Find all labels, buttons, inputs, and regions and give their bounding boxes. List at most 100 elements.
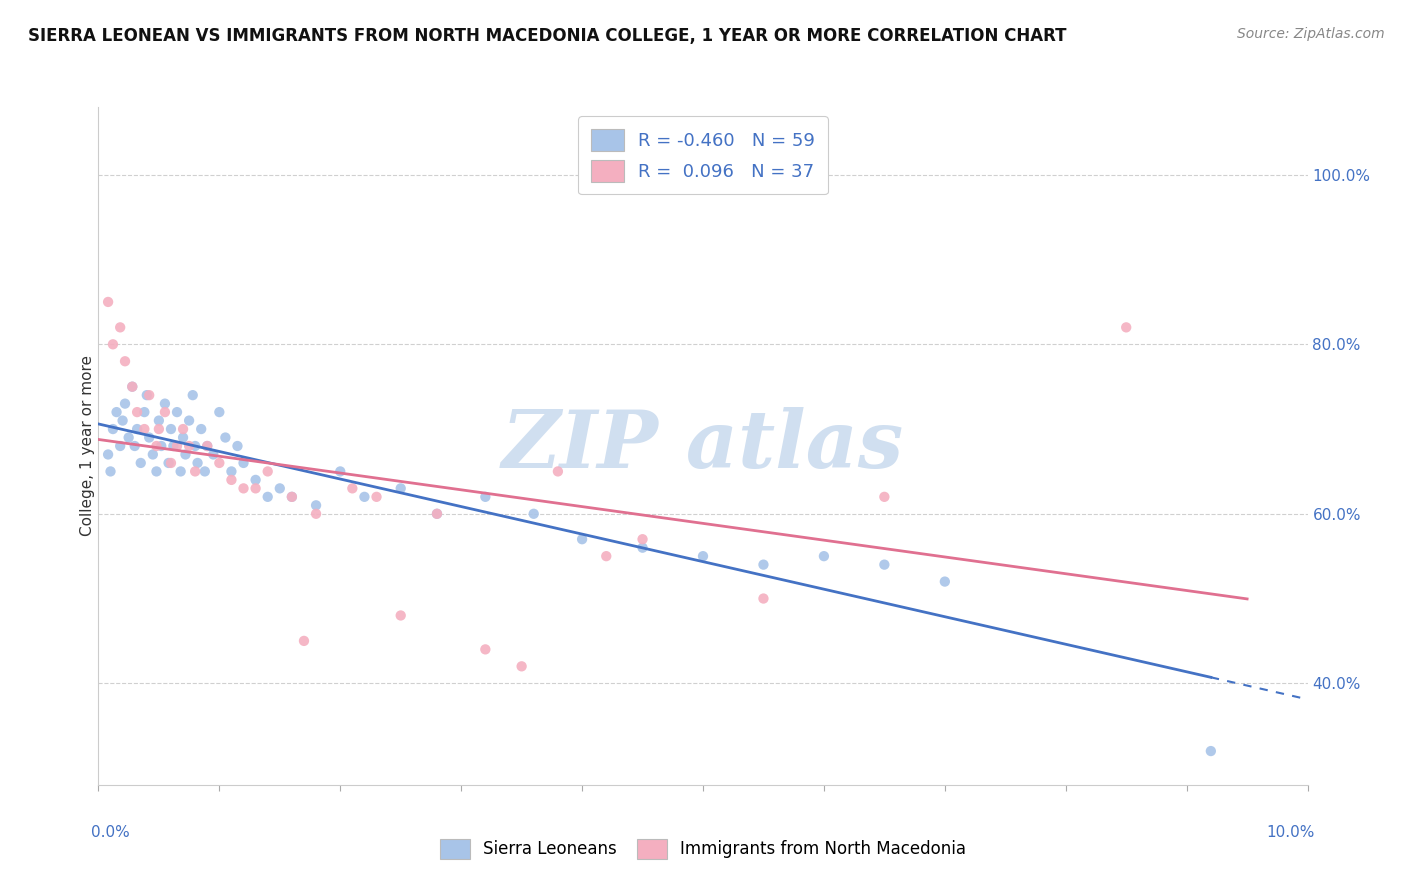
Point xyxy=(100,464,122,478)
Point xyxy=(169,464,191,478)
Point xyxy=(256,464,278,478)
Point xyxy=(353,490,375,504)
Point xyxy=(145,439,167,453)
Point xyxy=(153,396,176,410)
Point xyxy=(148,422,170,436)
Point xyxy=(389,482,412,496)
Point xyxy=(873,558,896,572)
Point xyxy=(571,532,593,546)
Point xyxy=(226,439,249,453)
Point xyxy=(153,405,176,419)
Point xyxy=(474,642,496,657)
Text: SIERRA LEONEAN VS IMMIGRANTS FROM NORTH MACEDONIA COLLEGE, 1 YEAR OR MORE CORREL: SIERRA LEONEAN VS IMMIGRANTS FROM NORTH … xyxy=(28,27,1067,45)
Point xyxy=(150,439,173,453)
Point xyxy=(127,405,149,419)
Point xyxy=(214,430,236,444)
Text: 10.0%: 10.0% xyxy=(1267,825,1315,840)
Point xyxy=(121,379,143,393)
Point xyxy=(166,439,188,453)
Point xyxy=(97,294,120,309)
Point xyxy=(752,591,775,606)
Point xyxy=(474,490,496,504)
Point xyxy=(631,532,654,546)
Point xyxy=(190,422,212,436)
Point xyxy=(208,405,231,419)
Point xyxy=(245,473,267,487)
Point xyxy=(1115,320,1137,334)
Point xyxy=(138,388,160,402)
Point xyxy=(547,464,569,478)
Legend: R = -0.460   N = 59, R =  0.096   N = 37: R = -0.460 N = 59, R = 0.096 N = 37 xyxy=(578,116,828,194)
Point xyxy=(523,507,546,521)
Point xyxy=(184,464,207,478)
Point xyxy=(108,439,131,453)
Point xyxy=(166,405,188,419)
Point xyxy=(157,456,180,470)
Point xyxy=(179,414,201,428)
Point xyxy=(160,456,183,470)
Point xyxy=(245,482,267,496)
Point xyxy=(595,549,617,564)
Point xyxy=(97,447,120,462)
Text: Source: ZipAtlas.com: Source: ZipAtlas.com xyxy=(1237,27,1385,41)
Point xyxy=(129,456,152,470)
Point xyxy=(135,388,157,402)
Point xyxy=(142,447,165,462)
Point xyxy=(208,456,231,470)
Point xyxy=(752,558,775,572)
Point xyxy=(172,430,194,444)
Point xyxy=(195,439,218,453)
Text: ZIP atlas: ZIP atlas xyxy=(502,408,904,484)
Point xyxy=(179,439,201,453)
Point xyxy=(121,379,143,393)
Point xyxy=(510,659,533,673)
Point xyxy=(108,320,131,334)
Point xyxy=(160,422,183,436)
Point xyxy=(426,507,449,521)
Point xyxy=(305,507,328,521)
Point xyxy=(101,337,124,351)
Point xyxy=(342,482,364,496)
Point xyxy=(221,464,243,478)
Point xyxy=(162,439,184,453)
Point xyxy=(105,405,128,419)
Point xyxy=(111,414,134,428)
Point xyxy=(124,439,146,453)
Point xyxy=(292,633,315,648)
Point xyxy=(138,430,160,444)
Point xyxy=(631,541,654,555)
Point xyxy=(118,430,141,444)
Legend: Sierra Leoneans, Immigrants from North Macedonia: Sierra Leoneans, Immigrants from North M… xyxy=(433,832,973,866)
Point xyxy=(281,490,304,504)
Point xyxy=(145,464,167,478)
Point xyxy=(221,473,243,487)
Point xyxy=(114,396,136,410)
Point xyxy=(134,405,156,419)
Point xyxy=(174,447,197,462)
Point xyxy=(232,482,254,496)
Point xyxy=(127,422,149,436)
Point xyxy=(366,490,388,504)
Point xyxy=(187,456,209,470)
Point xyxy=(692,549,714,564)
Point xyxy=(202,447,225,462)
Point xyxy=(195,439,218,453)
Point xyxy=(305,498,328,512)
Point xyxy=(329,464,352,478)
Point xyxy=(1199,744,1222,758)
Point xyxy=(101,422,124,436)
Text: 0.0%: 0.0% xyxy=(91,825,131,840)
Point xyxy=(134,422,156,436)
Point xyxy=(114,354,136,368)
Point xyxy=(148,414,170,428)
Point xyxy=(256,490,278,504)
Point xyxy=(269,482,291,496)
Point xyxy=(181,388,204,402)
Point xyxy=(172,422,194,436)
Point xyxy=(426,507,449,521)
Point xyxy=(389,608,412,623)
Point xyxy=(281,490,304,504)
Point xyxy=(194,464,217,478)
Point xyxy=(813,549,835,564)
Point xyxy=(232,456,254,470)
